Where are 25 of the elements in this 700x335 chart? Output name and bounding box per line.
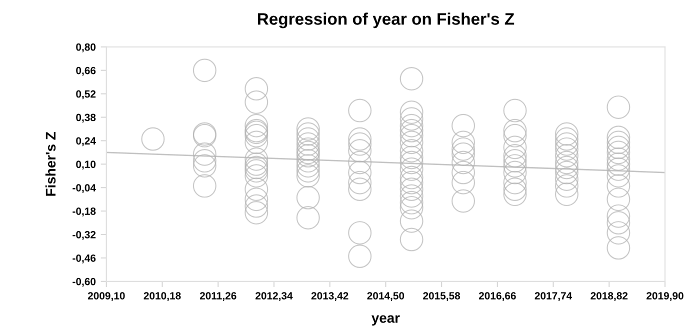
x-tick-label: 2009,10 <box>88 292 125 301</box>
x-tick-label: 2010,18 <box>144 292 181 301</box>
x-tick-label: 2011,26 <box>200 292 236 301</box>
y-tick-label: 0,38 <box>76 114 96 123</box>
y-tick-label: -0,04 <box>72 184 96 193</box>
x-tick-label: 2015,58 <box>423 292 460 301</box>
chart-title: Regression of year on Fisher's Z <box>258 12 514 28</box>
y-axis-title: Fisher's Z <box>45 132 56 196</box>
x-tick-label: 2012,34 <box>256 292 293 301</box>
y-tick-label: -0,60 <box>72 278 96 287</box>
x-tick-label: 2016,66 <box>478 292 516 301</box>
y-tick-label: 0,10 <box>76 160 96 170</box>
x-tick-label: 2013,42 <box>311 292 348 301</box>
y-tick-label: 0,24 <box>76 137 96 146</box>
y-tick-label: 0,80 <box>76 43 96 52</box>
x-tick-label: 2017,74 <box>534 292 572 301</box>
x-tick-label: 2014,50 <box>367 292 404 301</box>
y-tick-label: -0,18 <box>72 208 96 216</box>
y-tick-label: 0,66 <box>76 66 96 76</box>
y-tick-label: 0,52 <box>76 90 96 100</box>
x-tick-label: 2018,82 <box>590 292 628 301</box>
x-tick-label: 2019,90 <box>646 292 684 301</box>
y-tick-label: -0,46 <box>72 254 96 264</box>
x-axis-title: year <box>372 315 400 326</box>
y-tick-label: -0,32 <box>72 231 96 240</box>
